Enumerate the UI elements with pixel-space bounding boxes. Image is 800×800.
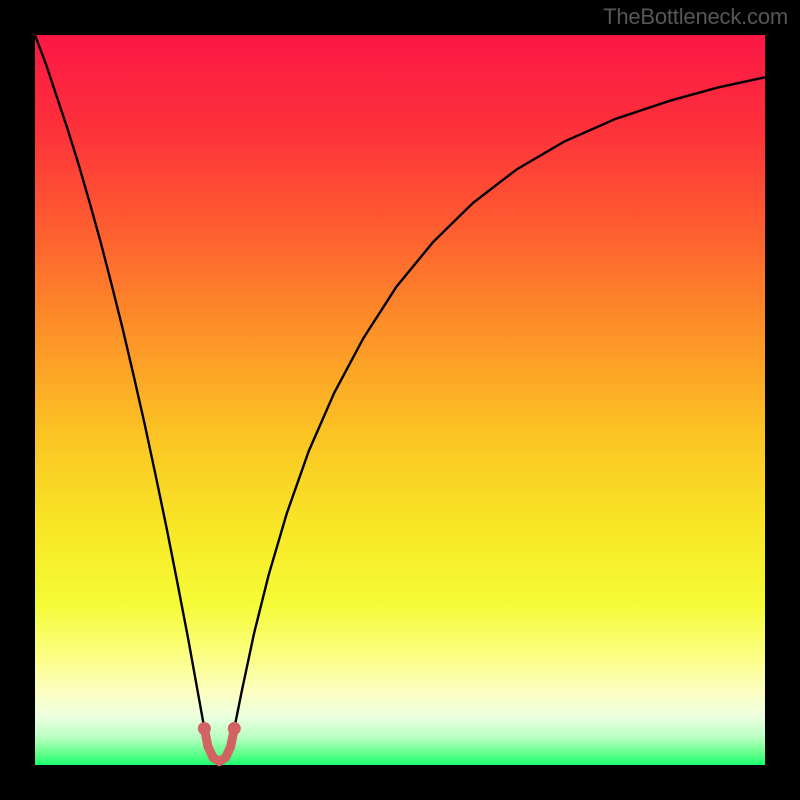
valley-dot-right [228, 722, 241, 735]
bottleneck-curve-plot [0, 0, 800, 800]
valley-dot-left [198, 722, 211, 735]
chart-container: TheBottleneck.com [0, 0, 800, 800]
plot-background-gradient [35, 35, 765, 765]
watermark-text: TheBottleneck.com [603, 4, 788, 30]
